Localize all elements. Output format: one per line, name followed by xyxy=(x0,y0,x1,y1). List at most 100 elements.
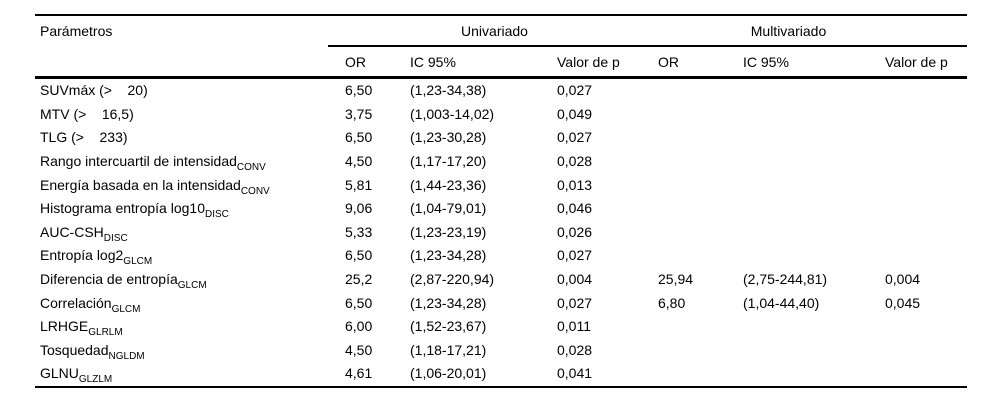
parameter-subscript: GLCM xyxy=(123,256,153,268)
table-row: TLG (> 233) 6,50 (1,23-30,28) 0,027 xyxy=(35,126,967,150)
parameter-name: Histograma entropía log10 xyxy=(40,200,205,217)
parameter-name: Energía basada en la intensidad xyxy=(40,176,241,193)
parameter-name: GLNU xyxy=(40,365,79,382)
univariate-or-cell: 5,33 xyxy=(345,223,373,240)
table-row: Entropía log2GLCM 6,50 (1,23-34,28) 0,02… xyxy=(35,244,967,268)
group-header-row: Parámetros Univariado Multivariado xyxy=(35,16,967,45)
parameter-subscript: CONV xyxy=(236,162,266,174)
multivariate-pvalue-cell: 0,004 xyxy=(885,271,921,288)
univariate-ci-cell: (1,04-79,01) xyxy=(410,200,487,217)
univariate-ci-cell: (1,23-34,28) xyxy=(410,294,487,311)
parameter-subscript: GLZLM xyxy=(78,374,113,386)
univariate-pvalue-cell: 0,027 xyxy=(557,294,593,311)
univariate-pvalue-cell: 0,046 xyxy=(557,200,593,217)
table-bottom-rule xyxy=(35,386,967,388)
table-body: SUVmáx (> 20) 6,50 (1,23-34,38) 0,027 MT… xyxy=(35,79,967,386)
parameter-cell: TosquedadNGLDM xyxy=(35,341,345,362)
univariate-or-cell: 6,00 xyxy=(345,318,373,335)
parameter-cell: LRHGEGLRLM xyxy=(35,318,345,338)
table-row: Rango intercuartil de intensidadCONV 4,5… xyxy=(35,149,967,173)
table-row: Histograma entropía log10DISC 9,06 (1,04… xyxy=(35,196,967,220)
univariate-pvalue-cell: 0,026 xyxy=(557,223,593,240)
parameter-subscript: DISC xyxy=(205,209,229,221)
univariate-ci-cell: (1,17-17,20) xyxy=(410,153,487,170)
parameter-cell: TLG (> 233) xyxy=(35,129,345,145)
parameter-name: Diferencia de entropía xyxy=(40,271,178,288)
parameter-cell: SUVmáx (> 20) xyxy=(35,82,345,98)
univariate-ci-cell: (1,23-34,38) xyxy=(410,82,487,99)
multivariate-pvalue-header: Valor de p xyxy=(885,53,948,70)
parameter-name: Tosquedad xyxy=(40,341,109,358)
parameter-cell: MTV (> 16,5) xyxy=(35,106,345,122)
univariate-or-cell: 3,75 xyxy=(345,105,373,122)
univariate-or-header: OR xyxy=(345,53,366,70)
parameter-subscript: GLCM xyxy=(177,280,207,292)
univariate-group-header: Univariado xyxy=(461,22,528,39)
table-row: CorrelaciónGLCM 6,50 (1,23-34,28) 0,027 … xyxy=(35,291,967,315)
univariate-or-cell: 25,2 xyxy=(345,271,373,288)
column-header-row: OR IC 95% Valor de p OR IC 95% Valor de … xyxy=(35,47,967,76)
multivariate-ci-cell: (1,04-44,40) xyxy=(743,294,820,311)
univariate-pvalue-cell: 0,049 xyxy=(557,105,593,122)
univariate-ci-cell: (1,44-23,36) xyxy=(410,176,487,193)
table-top-rule xyxy=(35,14,967,16)
univariate-pvalue-cell: 0,013 xyxy=(557,176,593,193)
parameter-cell: Diferencia de entropíaGLCM xyxy=(35,271,345,291)
univariate-or-cell: 5,81 xyxy=(345,176,373,193)
univariate-or-cell: 4,50 xyxy=(345,341,373,358)
univariate-ci-cell: (1,003-14,02) xyxy=(410,105,495,122)
univariate-or-cell: 9,06 xyxy=(345,200,373,217)
univariate-pvalue-cell: 0,028 xyxy=(557,153,593,170)
univariate-ci-header: IC 95% xyxy=(410,53,456,70)
univariate-pvalue-cell: 0,027 xyxy=(557,247,593,264)
parameter-name: Correlación xyxy=(40,294,112,311)
univariate-or-cell: 6,50 xyxy=(345,294,373,311)
multivariate-pvalue-cell: 0,045 xyxy=(885,294,921,311)
parameter-cell: GLNUGLZLM xyxy=(35,365,345,385)
table-row: TosquedadNGLDM 4,50 (1,18-17,21) 0,028 xyxy=(35,338,967,362)
univariate-pvalue-cell: 0,004 xyxy=(557,271,593,288)
univariate-ci-cell: (1,52-23,67) xyxy=(410,318,487,335)
univariate-or-cell: 6,50 xyxy=(345,129,373,146)
parameter-name: MTV (> 16,5) xyxy=(40,105,134,122)
table-row: AUC-CSHDISC 5,33 (1,23-23,19) 0,026 xyxy=(35,220,967,244)
multivariate-ci-header: IC 95% xyxy=(743,53,789,70)
parameter-subscript: NGLDM xyxy=(108,350,145,362)
table-row: MTV (> 16,5) 3,75 (1,003-14,02) 0,049 xyxy=(35,102,967,126)
parameter-name: Rango intercuartil de intensidad xyxy=(40,153,237,170)
univariate-ci-cell: (2,87-220,94) xyxy=(410,271,495,288)
univariate-pvalue-cell: 0,011 xyxy=(557,318,591,335)
parameter-cell: Histograma entropía log10DISC xyxy=(35,200,345,220)
multivariate-or-header: OR xyxy=(658,53,679,70)
multivariate-or-cell: 25,94 xyxy=(658,271,694,288)
parameter-name: TLG (> 233) xyxy=(40,129,128,146)
univariate-or-cell: 6,50 xyxy=(345,82,373,99)
univariate-pvalue-cell: 0,027 xyxy=(557,129,593,146)
parameter-subscript: GLRLM xyxy=(88,327,123,339)
univariate-or-cell: 6,50 xyxy=(345,247,373,264)
group-header-rule xyxy=(328,45,967,47)
parameter-name: AUC-CSH xyxy=(40,223,104,240)
univariate-ci-cell: (1,23-30,28) xyxy=(410,129,487,146)
parameter-cell: AUC-CSHDISC xyxy=(35,223,345,244)
multivariate-or-cell: 6,80 xyxy=(658,294,686,311)
univariate-ci-cell: (1,18-17,21) xyxy=(410,341,487,358)
table-row: Diferencia de entropíaGLCM 25,2 (2,87-22… xyxy=(35,267,967,291)
table-row: LRHGEGLRLM 6,00 (1,52-23,67) 0,011 xyxy=(35,314,967,338)
parameter-subscript: CONV xyxy=(240,185,270,197)
univariate-ci-cell: (1,06-20,01) xyxy=(410,365,487,382)
parameter-cell: Energía basada en la intensidadCONV xyxy=(35,176,345,197)
parameter-subscript: GLCM xyxy=(111,303,141,315)
parameters-header: Parámetros xyxy=(40,22,113,39)
parameter-cell: CorrelaciónGLCM xyxy=(35,294,345,315)
table-row: SUVmáx (> 20) 6,50 (1,23-34,38) 0,027 xyxy=(35,79,967,103)
table-row: Energía basada en la intensidadCONV 5,81… xyxy=(35,173,967,197)
parameter-cell: Rango intercuartil de intensidadCONV xyxy=(35,153,345,173)
univariate-or-cell: 4,61 xyxy=(345,365,373,382)
parameter-subscript: DISC xyxy=(103,232,128,244)
univariate-pvalue-header: Valor de p xyxy=(557,53,620,70)
multivariate-group-header: Multivariado xyxy=(750,22,827,39)
univariate-ci-cell: (1,23-34,28) xyxy=(410,247,487,264)
univariate-pvalue-cell: 0,028 xyxy=(557,341,593,358)
